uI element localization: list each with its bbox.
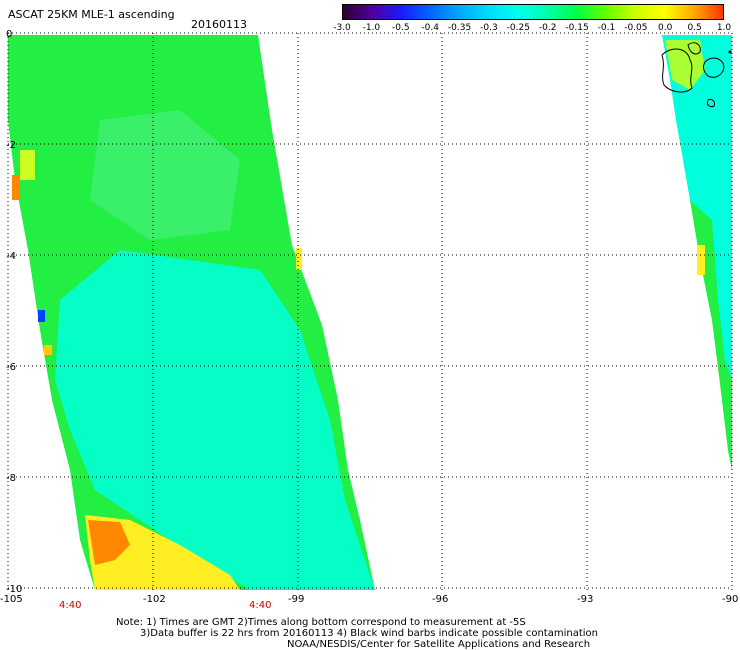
time-label-2: 4:40 — [249, 600, 272, 611]
color-scale-label: 0.0 — [658, 23, 673, 33]
lon-tick-label: -99 — [288, 594, 304, 605]
color-scale-label: -0.25 — [506, 23, 530, 33]
island-outline — [687, 42, 701, 55]
yellow-spot-right — [697, 245, 705, 275]
lat-tick-label: -4 — [6, 251, 16, 262]
lon-tick-label: -102 — [143, 594, 166, 605]
swath-right-top-yellow — [665, 40, 705, 90]
lat-tick-label: 0 — [6, 29, 12, 40]
lon-tick-label: -90 — [722, 594, 738, 605]
yellow-spot-edge — [296, 248, 302, 270]
island-outline — [703, 57, 725, 78]
color-scale-label: -0.15 — [565, 23, 589, 33]
lat-tick-label: -6 — [6, 362, 16, 373]
island-outline — [707, 99, 715, 108]
orange-spot-left — [12, 175, 20, 200]
lon-tick-label: -105 — [0, 594, 23, 605]
color-scale-label: 1.0 — [716, 23, 732, 33]
note-line-2: 3)Data buffer is 22 hrs from 20160113 4)… — [140, 628, 598, 639]
color-scale-label: -1.0 — [362, 23, 381, 33]
lon-tick-label: -93 — [577, 594, 593, 605]
color-scale-label: -0.1 — [597, 23, 616, 33]
color-scale-bar — [342, 4, 724, 20]
swath-right-green — [690, 200, 732, 470]
color-scale-label: -3.0 — [333, 23, 351, 33]
lon-tick-label: -96 — [432, 594, 448, 605]
color-scale-label: 0.5 — [687, 23, 702, 33]
color-scale-label: -0.3 — [480, 23, 498, 33]
time-label-1: 4:40 — [59, 600, 82, 611]
note-line-3: NOAA/NESDIS/Center for Satellite Applica… — [287, 639, 591, 650]
color-scale-label: -0.5 — [391, 23, 410, 33]
swath-cyan-area — [55, 250, 375, 590]
island-outline — [661, 48, 693, 93]
lat-tick-label: -10 — [6, 584, 22, 595]
swath-right — [662, 35, 732, 470]
color-scale-label: -0.35 — [447, 23, 472, 33]
yellow-spot-small — [44, 345, 52, 355]
color-scale-label: -0.05 — [624, 23, 648, 33]
lat-tick-label: -8 — [6, 473, 16, 484]
orange-patch — [88, 520, 130, 565]
color-scale-label: -0.2 — [538, 23, 557, 33]
lat-tick-label: -2 — [6, 140, 16, 151]
date-label: 20160113 — [191, 18, 247, 31]
island-dot — [728, 50, 732, 54]
swath-mid-green — [90, 110, 240, 240]
yellow-spot-left — [20, 150, 35, 180]
note-line-1: Note: 1) Times are GMT 2)Times along bot… — [116, 617, 526, 628]
title: ASCAT 25KM MLE-1 ascending — [8, 8, 175, 21]
color-scale-label: -0.4 — [421, 23, 439, 33]
blue-spot — [38, 310, 45, 322]
